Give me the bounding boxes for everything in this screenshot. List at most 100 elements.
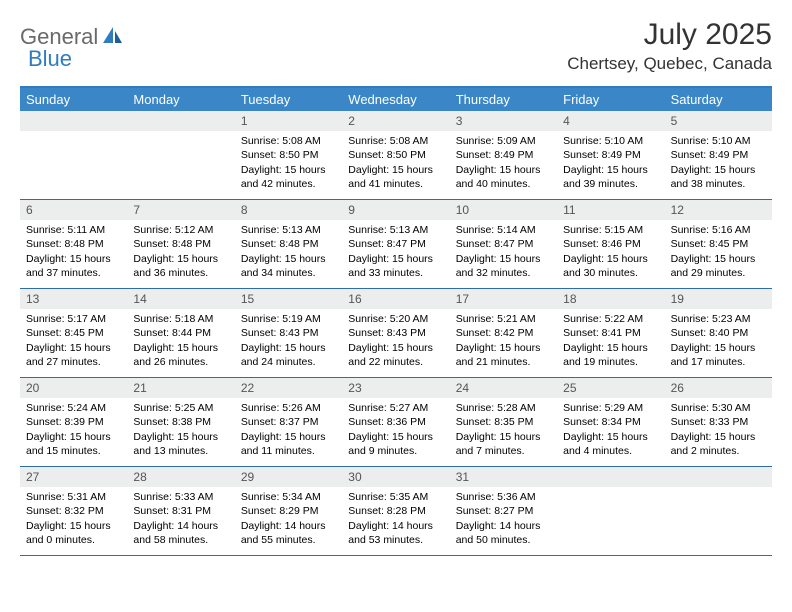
day-number-empty — [127, 111, 234, 131]
week-row: 1Sunrise: 5:08 AMSunset: 8:50 PMDaylight… — [20, 111, 772, 200]
logo-sail-icon — [102, 25, 124, 50]
weekday-header-row: SundayMondayTuesdayWednesdayThursdayFrid… — [20, 88, 772, 111]
day-number: 31 — [450, 467, 557, 487]
week-row: 20Sunrise: 5:24 AMSunset: 8:39 PMDayligh… — [20, 378, 772, 467]
day-content: Sunrise: 5:08 AMSunset: 8:50 PMDaylight:… — [235, 131, 342, 197]
day-number: 11 — [557, 200, 664, 220]
day-cell: 6Sunrise: 5:11 AMSunset: 8:48 PMDaylight… — [20, 200, 127, 288]
day-number: 19 — [665, 289, 772, 309]
empty-cell — [665, 467, 772, 555]
day-content: Sunrise: 5:11 AMSunset: 8:48 PMDaylight:… — [20, 220, 127, 286]
day-cell: 14Sunrise: 5:18 AMSunset: 8:44 PMDayligh… — [127, 289, 234, 377]
empty-cell — [127, 111, 234, 199]
day-number: 20 — [20, 378, 127, 398]
day-cell: 21Sunrise: 5:25 AMSunset: 8:38 PMDayligh… — [127, 378, 234, 466]
day-number: 30 — [342, 467, 449, 487]
day-cell: 11Sunrise: 5:15 AMSunset: 8:46 PMDayligh… — [557, 200, 664, 288]
day-content: Sunrise: 5:20 AMSunset: 8:43 PMDaylight:… — [342, 309, 449, 375]
day-content: Sunrise: 5:13 AMSunset: 8:47 PMDaylight:… — [342, 220, 449, 286]
month-title: July 2025 — [567, 18, 772, 52]
day-number: 2 — [342, 111, 449, 131]
day-number: 25 — [557, 378, 664, 398]
weekday-header: Sunday — [20, 88, 127, 111]
day-content: Sunrise: 5:27 AMSunset: 8:36 PMDaylight:… — [342, 398, 449, 464]
day-number-empty — [557, 467, 664, 487]
day-cell: 17Sunrise: 5:21 AMSunset: 8:42 PMDayligh… — [450, 289, 557, 377]
day-content: Sunrise: 5:34 AMSunset: 8:29 PMDaylight:… — [235, 487, 342, 553]
day-number: 10 — [450, 200, 557, 220]
weekday-header: Thursday — [450, 88, 557, 111]
day-content: Sunrise: 5:30 AMSunset: 8:33 PMDaylight:… — [665, 398, 772, 464]
empty-cell — [20, 111, 127, 199]
day-number: 21 — [127, 378, 234, 398]
day-number: 23 — [342, 378, 449, 398]
day-content: Sunrise: 5:09 AMSunset: 8:49 PMDaylight:… — [450, 131, 557, 197]
day-number: 1 — [235, 111, 342, 131]
day-cell: 28Sunrise: 5:33 AMSunset: 8:31 PMDayligh… — [127, 467, 234, 555]
day-number: 6 — [20, 200, 127, 220]
day-content: Sunrise: 5:19 AMSunset: 8:43 PMDaylight:… — [235, 309, 342, 375]
day-number: 13 — [20, 289, 127, 309]
day-content: Sunrise: 5:17 AMSunset: 8:45 PMDaylight:… — [20, 309, 127, 375]
day-cell: 24Sunrise: 5:28 AMSunset: 8:35 PMDayligh… — [450, 378, 557, 466]
weekday-header: Friday — [557, 88, 664, 111]
week-row: 6Sunrise: 5:11 AMSunset: 8:48 PMDaylight… — [20, 200, 772, 289]
day-content: Sunrise: 5:31 AMSunset: 8:32 PMDaylight:… — [20, 487, 127, 553]
day-number-empty — [665, 467, 772, 487]
day-number: 9 — [342, 200, 449, 220]
day-content: Sunrise: 5:35 AMSunset: 8:28 PMDaylight:… — [342, 487, 449, 553]
day-number: 17 — [450, 289, 557, 309]
day-cell: 18Sunrise: 5:22 AMSunset: 8:41 PMDayligh… — [557, 289, 664, 377]
week-row: 27Sunrise: 5:31 AMSunset: 8:32 PMDayligh… — [20, 467, 772, 556]
day-content: Sunrise: 5:15 AMSunset: 8:46 PMDaylight:… — [557, 220, 664, 286]
day-number: 24 — [450, 378, 557, 398]
day-content: Sunrise: 5:10 AMSunset: 8:49 PMDaylight:… — [557, 131, 664, 197]
title-block: July 2025 Chertsey, Quebec, Canada — [567, 18, 772, 74]
weekday-header: Saturday — [665, 88, 772, 111]
day-number: 7 — [127, 200, 234, 220]
day-content: Sunrise: 5:18 AMSunset: 8:44 PMDaylight:… — [127, 309, 234, 375]
empty-cell — [557, 467, 664, 555]
weekday-header: Wednesday — [342, 88, 449, 111]
day-cell: 7Sunrise: 5:12 AMSunset: 8:48 PMDaylight… — [127, 200, 234, 288]
day-number: 8 — [235, 200, 342, 220]
day-content: Sunrise: 5:25 AMSunset: 8:38 PMDaylight:… — [127, 398, 234, 464]
day-number: 16 — [342, 289, 449, 309]
day-number: 12 — [665, 200, 772, 220]
day-number: 15 — [235, 289, 342, 309]
day-cell: 13Sunrise: 5:17 AMSunset: 8:45 PMDayligh… — [20, 289, 127, 377]
header: General July 2025 Chertsey, Quebec, Cana… — [20, 18, 772, 74]
day-content: Sunrise: 5:22 AMSunset: 8:41 PMDaylight:… — [557, 309, 664, 375]
day-content: Sunrise: 5:29 AMSunset: 8:34 PMDaylight:… — [557, 398, 664, 464]
day-cell: 10Sunrise: 5:14 AMSunset: 8:47 PMDayligh… — [450, 200, 557, 288]
week-row: 13Sunrise: 5:17 AMSunset: 8:45 PMDayligh… — [20, 289, 772, 378]
logo-text-blue: Blue — [28, 46, 72, 71]
day-number: 3 — [450, 111, 557, 131]
day-cell: 25Sunrise: 5:29 AMSunset: 8:34 PMDayligh… — [557, 378, 664, 466]
day-content: Sunrise: 5:33 AMSunset: 8:31 PMDaylight:… — [127, 487, 234, 553]
day-cell: 12Sunrise: 5:16 AMSunset: 8:45 PMDayligh… — [665, 200, 772, 288]
day-cell: 16Sunrise: 5:20 AMSunset: 8:43 PMDayligh… — [342, 289, 449, 377]
day-cell: 29Sunrise: 5:34 AMSunset: 8:29 PMDayligh… — [235, 467, 342, 555]
day-content: Sunrise: 5:10 AMSunset: 8:49 PMDaylight:… — [665, 131, 772, 197]
day-cell: 9Sunrise: 5:13 AMSunset: 8:47 PMDaylight… — [342, 200, 449, 288]
day-content: Sunrise: 5:23 AMSunset: 8:40 PMDaylight:… — [665, 309, 772, 375]
day-content: Sunrise: 5:12 AMSunset: 8:48 PMDaylight:… — [127, 220, 234, 286]
day-cell: 8Sunrise: 5:13 AMSunset: 8:48 PMDaylight… — [235, 200, 342, 288]
day-content: Sunrise: 5:14 AMSunset: 8:47 PMDaylight:… — [450, 220, 557, 286]
day-content: Sunrise: 5:13 AMSunset: 8:48 PMDaylight:… — [235, 220, 342, 286]
day-number: 26 — [665, 378, 772, 398]
day-content: Sunrise: 5:26 AMSunset: 8:37 PMDaylight:… — [235, 398, 342, 464]
day-content: Sunrise: 5:24 AMSunset: 8:39 PMDaylight:… — [20, 398, 127, 464]
day-content: Sunrise: 5:16 AMSunset: 8:45 PMDaylight:… — [665, 220, 772, 286]
calendar: SundayMondayTuesdayWednesdayThursdayFrid… — [20, 86, 772, 556]
day-content: Sunrise: 5:08 AMSunset: 8:50 PMDaylight:… — [342, 131, 449, 197]
day-cell: 31Sunrise: 5:36 AMSunset: 8:27 PMDayligh… — [450, 467, 557, 555]
day-content: Sunrise: 5:36 AMSunset: 8:27 PMDaylight:… — [450, 487, 557, 553]
day-cell: 2Sunrise: 5:08 AMSunset: 8:50 PMDaylight… — [342, 111, 449, 199]
day-number: 5 — [665, 111, 772, 131]
day-cell: 19Sunrise: 5:23 AMSunset: 8:40 PMDayligh… — [665, 289, 772, 377]
day-number-empty — [20, 111, 127, 131]
day-cell: 30Sunrise: 5:35 AMSunset: 8:28 PMDayligh… — [342, 467, 449, 555]
location-text: Chertsey, Quebec, Canada — [567, 54, 772, 74]
